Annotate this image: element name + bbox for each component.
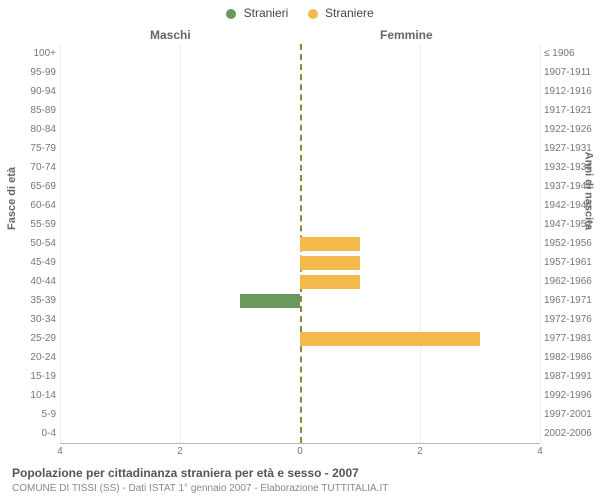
age-tick: 65-69 <box>18 177 56 196</box>
age-row: 25-291977-1981 <box>60 329 540 348</box>
birth-tick: 1972-1976 <box>544 310 596 329</box>
x-tick: 4 <box>57 446 63 457</box>
age-row: 50-541952-1956 <box>60 234 540 253</box>
plot-area: 100+≤ 190695-991907-191190-941912-191685… <box>60 44 540 444</box>
legend-item-male: Stranieri <box>226 6 288 20</box>
age-tick: 75-79 <box>18 139 56 158</box>
legend-label-female: Straniere <box>325 6 374 20</box>
birth-tick: 1912-1916 <box>544 82 596 101</box>
age-row: 65-691937-1941 <box>60 177 540 196</box>
x-axis <box>60 443 540 444</box>
age-tick: 5-9 <box>18 405 56 424</box>
age-tick: 45-49 <box>18 253 56 272</box>
age-row: 80-841922-1926 <box>60 120 540 139</box>
birth-tick: 1977-1981 <box>544 329 596 348</box>
age-tick: 25-29 <box>18 329 56 348</box>
age-tick: 80-84 <box>18 120 56 139</box>
legend-swatch-female <box>308 9 318 19</box>
age-tick: 15-19 <box>18 367 56 386</box>
bar-female <box>300 256 360 270</box>
age-tick: 30-34 <box>18 310 56 329</box>
bar-female <box>300 237 360 251</box>
legend: Stranieri Straniere <box>0 6 600 20</box>
birth-tick: 1937-1941 <box>544 177 596 196</box>
age-tick: 95-99 <box>18 63 56 82</box>
legend-swatch-male <box>226 9 236 19</box>
age-tick: 40-44 <box>18 272 56 291</box>
age-tick: 0-4 <box>18 424 56 443</box>
age-tick: 20-24 <box>18 348 56 367</box>
birth-tick: 1957-1961 <box>544 253 596 272</box>
legend-item-female: Straniere <box>308 6 374 20</box>
birth-tick: 1962-1966 <box>544 272 596 291</box>
age-row: 90-941912-1916 <box>60 82 540 101</box>
birth-tick: 1942-1946 <box>544 196 596 215</box>
age-tick: 60-64 <box>18 196 56 215</box>
age-tick: 70-74 <box>18 158 56 177</box>
age-row: 40-441962-1966 <box>60 272 540 291</box>
x-tick: 2 <box>177 446 183 457</box>
gridline <box>540 44 541 443</box>
birth-tick: ≤ 1906 <box>544 44 596 63</box>
age-row: 45-491957-1961 <box>60 253 540 272</box>
column-title-right: Femmine <box>380 28 433 42</box>
age-tick: 35-39 <box>18 291 56 310</box>
age-row: 0-42002-2006 <box>60 424 540 443</box>
bar-female <box>300 332 480 346</box>
birth-tick: 1927-1931 <box>544 139 596 158</box>
bar-male <box>240 294 300 308</box>
age-row: 60-641942-1946 <box>60 196 540 215</box>
x-tick: 0 <box>297 446 303 457</box>
age-row: 35-391967-1971 <box>60 291 540 310</box>
legend-label-male: Stranieri <box>244 6 289 20</box>
birth-tick: 1917-1921 <box>544 101 596 120</box>
x-tick: 2 <box>417 446 423 457</box>
age-row: 20-241982-1986 <box>60 348 540 367</box>
age-tick: 10-14 <box>18 386 56 405</box>
age-row: 70-741932-1936 <box>60 158 540 177</box>
age-row: 55-591947-1951 <box>60 215 540 234</box>
age-tick: 50-54 <box>18 234 56 253</box>
age-row: 100+≤ 1906 <box>60 44 540 63</box>
age-row: 85-891917-1921 <box>60 101 540 120</box>
column-title-left: Maschi <box>150 28 191 42</box>
age-tick: 55-59 <box>18 215 56 234</box>
chart-title: Popolazione per cittadinanza straniera p… <box>12 466 359 480</box>
y-axis-label-left: Fasce di età <box>6 167 18 230</box>
age-tick: 100+ <box>18 44 56 63</box>
chart-subtitle: COMUNE DI TISSI (SS) - Dati ISTAT 1° gen… <box>12 483 388 494</box>
birth-tick: 1922-1926 <box>544 120 596 139</box>
age-tick: 85-89 <box>18 101 56 120</box>
age-tick: 90-94 <box>18 82 56 101</box>
birth-tick: 1967-1971 <box>544 291 596 310</box>
birth-tick: 1987-1991 <box>544 367 596 386</box>
birth-tick: 2002-2006 <box>544 424 596 443</box>
chart-container: Stranieri Straniere Maschi Femmine Fasce… <box>0 0 600 500</box>
age-row: 75-791927-1931 <box>60 139 540 158</box>
bar-female <box>300 275 360 289</box>
age-row: 10-141992-1996 <box>60 386 540 405</box>
birth-tick: 1997-2001 <box>544 405 596 424</box>
x-tick: 4 <box>537 446 543 457</box>
age-row: 15-191987-1991 <box>60 367 540 386</box>
birth-tick: 1982-1986 <box>544 348 596 367</box>
birth-tick: 1947-1951 <box>544 215 596 234</box>
age-row: 95-991907-1911 <box>60 63 540 82</box>
age-row: 30-341972-1976 <box>60 310 540 329</box>
birth-tick: 1907-1911 <box>544 63 596 82</box>
birth-tick: 1992-1996 <box>544 386 596 405</box>
birth-tick: 1932-1936 <box>544 158 596 177</box>
birth-tick: 1952-1956 <box>544 234 596 253</box>
age-row: 5-91997-2001 <box>60 405 540 424</box>
